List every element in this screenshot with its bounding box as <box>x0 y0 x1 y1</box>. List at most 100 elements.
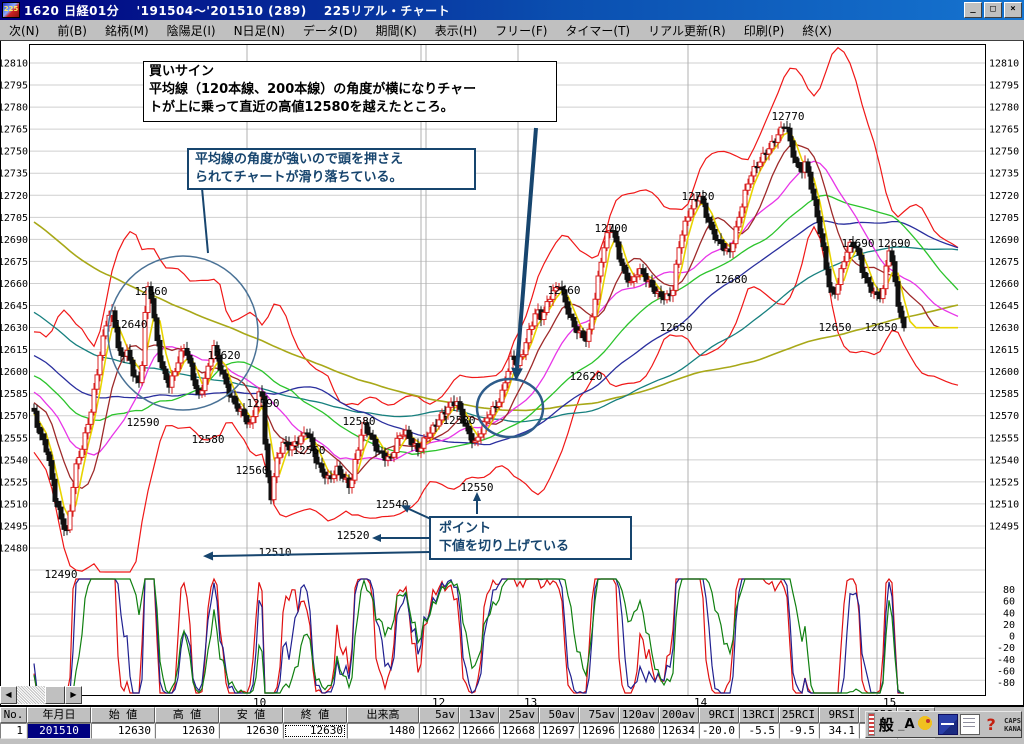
candle-body <box>355 449 361 460</box>
swing-price-label: 12520 <box>336 529 369 542</box>
candle-body <box>745 183 751 191</box>
menu-item[interactable]: フリー(F) <box>495 23 548 38</box>
candle-body <box>157 339 163 363</box>
candle-body <box>883 265 889 290</box>
candle-body <box>244 415 250 425</box>
rci-line-25RCI <box>33 578 904 694</box>
candle-body <box>154 317 160 342</box>
y-axis-label-left: 12555 <box>1 433 28 444</box>
candle-body <box>814 199 820 218</box>
candle-body <box>475 436 481 442</box>
y-axis-label-left: 12795 <box>1 81 28 92</box>
y-axis-label-right: 12750 <box>989 147 1019 158</box>
menu-item[interactable]: データ(D) <box>302 23 358 38</box>
candle-body <box>274 457 280 478</box>
candle-body <box>352 458 358 481</box>
candle-body <box>526 329 532 344</box>
y-axis-label-left: 12720 <box>1 191 28 202</box>
candle-body <box>88 411 94 425</box>
candle-body <box>553 287 559 292</box>
candle-body <box>751 165 757 177</box>
menu-item[interactable]: 印刷(P) <box>743 23 785 38</box>
chart-window: 12810 12795 12780 12765 12750 12735 12720 12705… <box>0 41 1024 705</box>
y-axis-label-right: 12780 <box>989 103 1019 114</box>
table-value-2: 12630 <box>91 723 155 739</box>
candle-body <box>757 161 763 168</box>
ime-toolbar: 般 _A ? CAPS KANA <box>865 711 1022 738</box>
candle-body <box>232 395 238 405</box>
scroll-left-button[interactable]: ◀ <box>0 686 17 704</box>
scrollbar-thumb[interactable] <box>45 686 65 704</box>
menu-item[interactable]: 銘柄(M) <box>104 23 149 38</box>
candle-body <box>319 463 325 473</box>
candle-body <box>163 368 169 381</box>
annotation-arrow <box>515 127 538 369</box>
candle-body <box>670 289 676 297</box>
candle-body <box>331 474 337 480</box>
ime-input-mode-button[interactable]: _A <box>898 717 915 732</box>
annotation-arrowhead <box>472 492 482 501</box>
candle-body <box>679 234 685 249</box>
candle-body <box>280 441 286 454</box>
candle-body <box>430 424 436 434</box>
candle-body <box>598 261 604 277</box>
candle-body <box>706 216 712 223</box>
scroll-right-button[interactable]: ▶ <box>65 686 82 704</box>
menu-item[interactable]: 次(N) <box>9 23 40 38</box>
candle-body <box>478 433 484 438</box>
minimize-button[interactable]: _ <box>964 2 982 18</box>
table-value-8: 12666 <box>459 723 499 739</box>
table-header-5: 終 値 <box>283 707 347 723</box>
restore-button[interactable]: □ <box>984 2 1002 18</box>
candle-body <box>259 391 265 397</box>
swing-price-label: 12560 <box>235 464 268 477</box>
menu-item[interactable]: 陰陽足(I) <box>166 23 216 38</box>
candle-body <box>889 250 895 263</box>
candle-body <box>844 251 850 263</box>
menu-item[interactable]: 前(B) <box>57 23 87 38</box>
swing-price-label: 12510 <box>258 546 291 559</box>
candle-body <box>769 140 775 150</box>
y-axis-label-right: 12495 <box>989 521 1019 532</box>
ime-palette-icon[interactable] <box>917 715 936 734</box>
candle-body <box>40 433 46 441</box>
candle-body <box>682 220 688 236</box>
bottom-strip <box>0 739 1024 744</box>
candle-body <box>160 361 166 370</box>
candle-body <box>850 241 856 247</box>
menu-item[interactable]: 期間(K) <box>375 23 417 38</box>
menu-item[interactable]: 終(X) <box>802 23 832 38</box>
kana-label: KANA <box>1004 724 1021 733</box>
menu-item[interactable]: リアル更新(R) <box>648 23 726 38</box>
candle-body <box>94 374 100 390</box>
swing-price-label: 12620 <box>207 349 240 362</box>
candle-body <box>505 370 511 384</box>
menu-item[interactable]: 表示(H) <box>434 23 478 38</box>
candle-body <box>628 280 634 284</box>
candle-body <box>439 411 445 421</box>
y-axis-label-right: 12690 <box>989 235 1019 246</box>
table-header-9: 25av <box>499 707 539 723</box>
ime-grip-handle[interactable] <box>868 713 875 736</box>
table-value-0: 1 <box>0 723 27 739</box>
ime-mode-button[interactable]: 般 <box>878 716 894 734</box>
close-button[interactable]: × <box>1004 2 1022 18</box>
annotation-pressure: 平均線の角度が強いので頭を押さえ られてチャートが滑り落ちている。 <box>187 148 476 190</box>
ime-pad-icon[interactable] <box>959 714 981 735</box>
candle-body <box>613 230 619 243</box>
candle-body <box>466 425 472 435</box>
candle-body <box>760 152 766 163</box>
ime-help-icon[interactable]: ? <box>982 715 1001 734</box>
highlight-ellipse <box>107 255 259 411</box>
candle-body <box>868 282 874 293</box>
candle-body <box>151 298 157 319</box>
ime-dictionary-icon[interactable] <box>937 714 958 735</box>
candle-body <box>580 330 586 339</box>
candle-body <box>256 391 262 408</box>
y-axis-label-right: 12795 <box>989 81 1019 92</box>
menu-item[interactable]: N日足(N) <box>233 23 285 38</box>
scrollbar-track[interactable] <box>17 686 45 704</box>
horizontal-scrollbar[interactable]: ◀ ▶ <box>0 686 86 704</box>
menu-item[interactable]: タイマー(T) <box>565 23 631 38</box>
y-axis-label-left: 12675 <box>1 257 28 268</box>
